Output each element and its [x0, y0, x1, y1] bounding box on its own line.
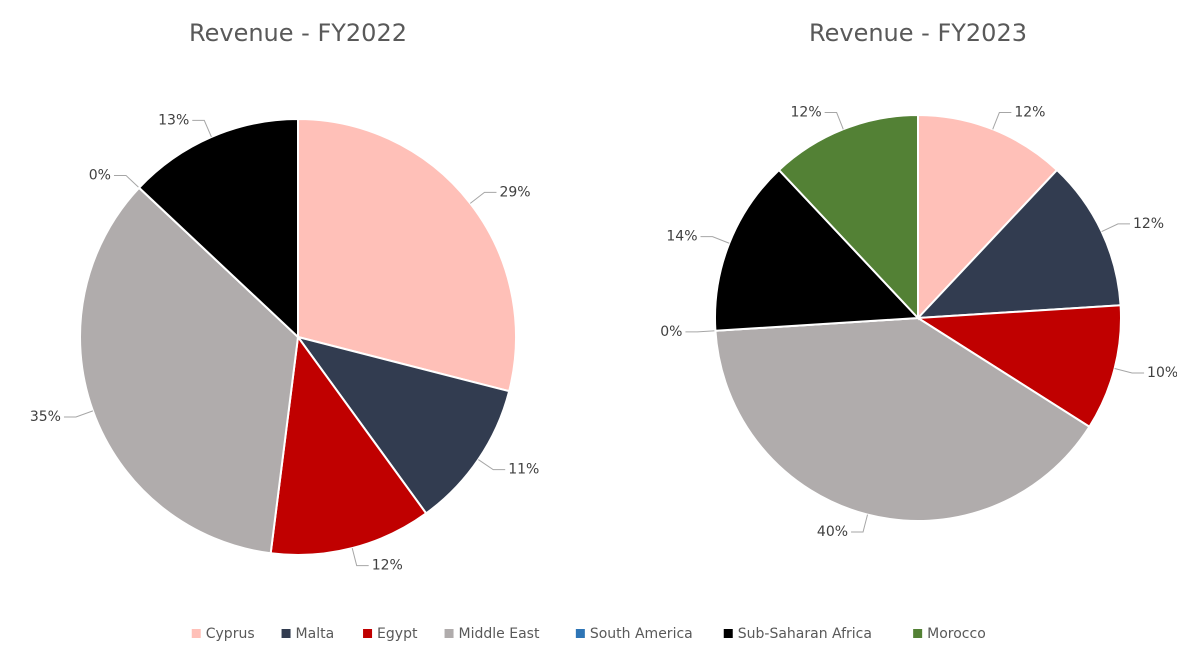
legend-label: Egypt	[377, 626, 418, 642]
leader-line	[824, 112, 844, 130]
pie-slice	[917, 113, 1059, 321]
data-label: 14%	[666, 229, 697, 245]
pie-slice	[79, 186, 300, 555]
data-label: 13%	[158, 112, 189, 128]
pie-slice	[714, 168, 921, 332]
legend-swatch	[363, 629, 373, 638]
pie-slice	[915, 168, 1122, 320]
legend-swatch	[281, 629, 291, 638]
leader-line	[478, 459, 506, 471]
data-label: 12%	[1014, 105, 1045, 121]
legend-label: South America	[590, 626, 693, 642]
pie-slice	[777, 113, 919, 321]
leader-line	[469, 191, 497, 204]
legend-swatch	[444, 629, 454, 638]
legend-label: Malta	[296, 626, 335, 642]
data-label: 40%	[817, 524, 848, 540]
leader-line	[685, 330, 716, 333]
leader-line	[351, 548, 369, 567]
legend-label: Sub-Saharan Africa	[738, 626, 872, 642]
legend-label: Cyprus	[206, 626, 255, 642]
legend-label: Morocco	[927, 626, 986, 642]
data-label: 12%	[1133, 216, 1164, 232]
data-label: 10%	[1147, 365, 1177, 381]
pie-slice	[297, 117, 517, 393]
data-label: 12%	[791, 105, 822, 121]
legend-swatch	[575, 629, 585, 638]
pie-slice	[295, 335, 511, 515]
chart-title: Revenue - FY2023	[809, 19, 1027, 47]
leader-line	[63, 410, 94, 418]
legend-label: Middle East	[459, 626, 540, 642]
data-label: 12%	[372, 558, 403, 574]
legend-swatch	[913, 629, 923, 638]
legend-swatch	[191, 629, 201, 638]
legend-swatch	[723, 629, 733, 638]
pie-slice	[137, 117, 299, 340]
leader-line	[851, 514, 869, 533]
chart-title: Revenue - FY2022	[189, 19, 407, 47]
leader-line	[192, 119, 212, 138]
leader-line	[992, 112, 1012, 130]
leader-line	[1114, 367, 1145, 374]
pie-slice	[914, 304, 1122, 429]
data-label: 35%	[30, 409, 61, 425]
leader-line	[700, 236, 730, 244]
leader-line	[1101, 223, 1130, 233]
data-label: 0%	[89, 167, 111, 183]
data-label: 29%	[499, 184, 530, 200]
leader-line	[113, 174, 140, 189]
data-label: 11%	[508, 462, 539, 478]
pie-slice	[714, 316, 1091, 522]
data-label: 0%	[660, 324, 682, 340]
